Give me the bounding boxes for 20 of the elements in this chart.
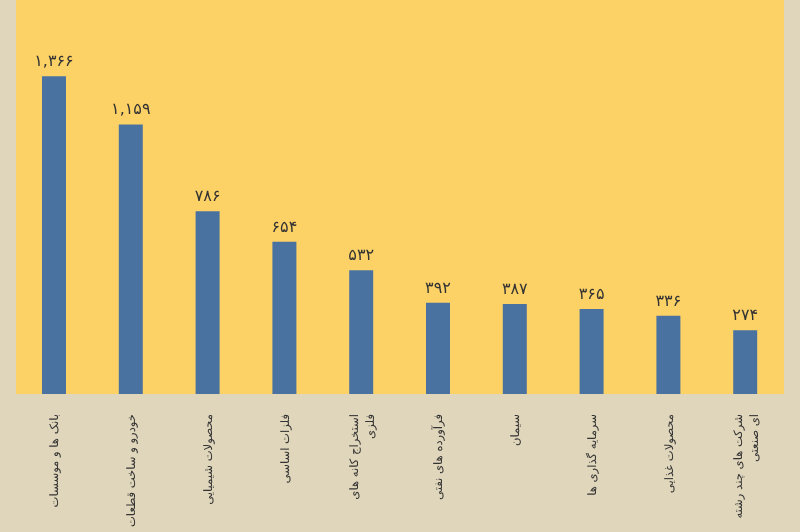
bar (733, 330, 758, 394)
data-label: ۳۹۲ (425, 278, 451, 297)
data-label: ۵۳۲ (348, 246, 375, 265)
bar (426, 302, 450, 394)
bar (349, 270, 374, 394)
data-label: ۳۳۶ (655, 291, 682, 310)
data-label: ۲۷۴ (732, 306, 759, 325)
data-label: ۷۸۶ (194, 187, 221, 206)
bar (656, 315, 681, 394)
data-label: ۳۶۵ (578, 285, 605, 304)
bar (195, 211, 220, 394)
data-label: ۱,۱۵۹ (111, 100, 151, 119)
data-label: ۶۵۴ (271, 217, 298, 236)
bar (272, 241, 297, 394)
bar (42, 76, 66, 394)
bar (502, 303, 527, 394)
data-label: ۳۸۷ (501, 279, 530, 298)
bar (579, 309, 604, 394)
data-label: ۱,۳۶۶ (34, 52, 74, 71)
bar (118, 124, 143, 394)
